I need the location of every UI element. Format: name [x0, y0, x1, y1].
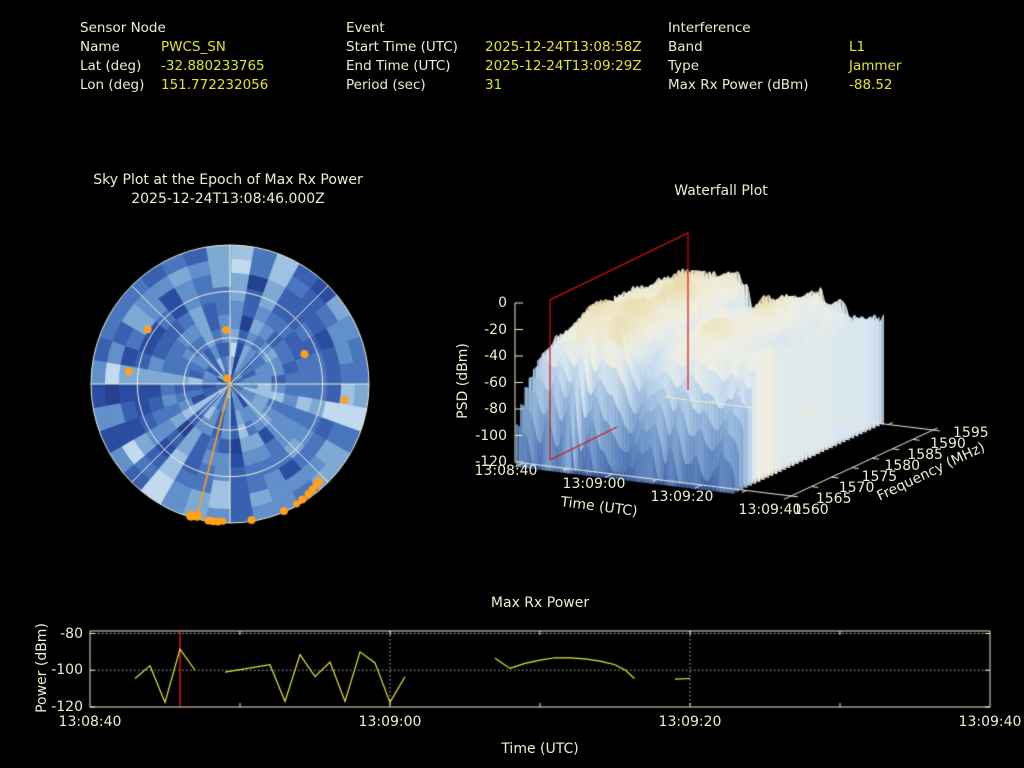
sky-plot-title: Sky Plot at the Epoch of Max Rx Power [93, 172, 363, 188]
sensor-name-value: PWCS_SN [161, 39, 226, 55]
psd-tick-label: 0 [498, 295, 507, 311]
wf-freq-tick-label: 1560 [793, 502, 829, 518]
waterfall-plot-canvas [440, 220, 1024, 520]
wf-freq-tick-label: 1580 [884, 458, 921, 474]
interference-band-label: Band [668, 39, 703, 55]
sensor-lat-value: -32.880233765 [161, 58, 265, 74]
power-x-tick-label: 13:09:40 [958, 714, 1022, 730]
wf-freq-tick-label: 1585 [907, 447, 943, 463]
event-period-value: 31 [485, 77, 503, 93]
power-x-tick-label: 13:09:00 [358, 714, 422, 730]
interference-type-value: Jammer [849, 58, 902, 74]
waterfall-title: Waterfall Plot [674, 183, 768, 199]
interference-section-title: Interference [668, 20, 751, 36]
event-end-value: 2025-12-24T13:09:29Z [485, 58, 642, 74]
sensor-lon-value: 151.772232056 [161, 77, 269, 93]
power-chart-title: Max Rx Power [490, 595, 590, 611]
wf-time-tick-label: 13:09:40 [738, 502, 802, 518]
wf-freq-tick-label: 1570 [838, 480, 875, 496]
sensor-lon-label: Lon (deg) [80, 77, 145, 93]
event-end-label: End Time (UTC) [346, 58, 451, 74]
wf-freq-tick-label: 1595 [953, 425, 989, 441]
event-section-title: Event [346, 20, 385, 36]
sensor-section-title: Sensor Node [80, 20, 166, 36]
sensor-lat-label: Lat (deg) [80, 58, 142, 74]
psd-tick-label: -40 [484, 348, 507, 364]
power-y-axis-label: Power (dBm) [34, 623, 50, 713]
wf-time-tick-label: 13:08:40 [474, 463, 538, 479]
interference-power-value: -88.52 [849, 77, 893, 93]
sky-plot-canvas [60, 230, 400, 530]
wf-freq-tick-label: 1575 [861, 469, 898, 485]
power-y-tick-label: -100 [51, 662, 83, 679]
wf-time-tick-label: 13:09:00 [562, 476, 626, 492]
power-x-axis-label: Time (UTC) [501, 741, 579, 757]
psd-tick-label: -20 [484, 321, 507, 338]
psd-tick-label: -120 [475, 454, 507, 470]
psd-tick-label: -60 [484, 374, 507, 391]
event-period-label: Period (sec) [346, 77, 426, 93]
wf-freq-tick-label: 1565 [815, 491, 852, 507]
power-x-tick-label: 13:08:40 [58, 714, 122, 730]
max-rx-power-canvas [80, 624, 1010, 716]
event-start-value: 2025-12-24T13:08:58Z [485, 39, 642, 55]
wf-time-tick-label: 13:09:20 [650, 489, 714, 505]
sky-plot-subtitle: 2025-12-24T13:08:46.000Z [131, 191, 325, 207]
event-start-label: Start Time (UTC) [346, 39, 458, 55]
psd-axis-label: PSD (dBm) [455, 343, 471, 419]
interference-type-label: Type [668, 58, 700, 74]
power-y-tick-label: -80 [60, 625, 83, 642]
psd-tick-label: -100 [475, 427, 507, 444]
interference-power-label: Max Rx Power (dBm) [668, 77, 809, 93]
wf-freq-tick-label: 1590 [930, 436, 966, 452]
power-y-tick-label: -120 [51, 699, 83, 715]
psd-tick-label: -80 [484, 401, 507, 417]
sensor-name-label: Name [80, 39, 120, 55]
interference-band-value: L1 [849, 39, 866, 55]
power-x-tick-label: 13:09:20 [658, 714, 722, 730]
